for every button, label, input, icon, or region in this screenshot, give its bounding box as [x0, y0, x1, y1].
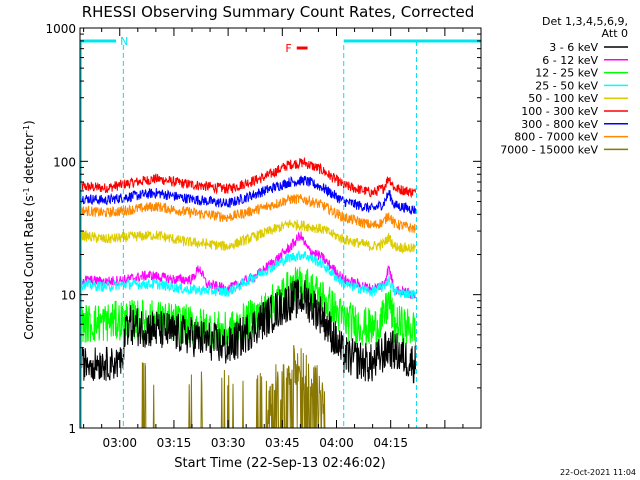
y-label-base: Corrected Count Rate (s: [22, 195, 36, 339]
series-line: [79, 193, 416, 234]
x-tick-label: 03:00: [102, 436, 137, 450]
legend-entry-label: 12 - 25 keV: [535, 67, 598, 80]
y-axis: 1 10 100 1000: [45, 22, 481, 436]
legend-header-line-2: Att 0: [602, 27, 628, 40]
y-tick-label: 1: [68, 422, 76, 436]
series-line: [79, 156, 416, 199]
y-tick-label: 100: [53, 155, 76, 169]
x-tick-label: 03:45: [265, 436, 300, 450]
y-tick-label: 10: [61, 289, 76, 303]
series-group: [79, 156, 416, 429]
plot-area: NF: [79, 27, 482, 429]
legend-entry-label: 50 - 100 keV: [528, 92, 598, 105]
y-tick-label: 1000: [45, 22, 76, 36]
legend-entry-label: 300 - 800 keV: [521, 118, 598, 131]
x-tick-label: 04:00: [319, 436, 354, 450]
x-tick-label: 03:30: [211, 436, 246, 450]
series-line: [79, 175, 416, 216]
y-axis-label: Corrected Count Rate (s-1 detector-1): [22, 120, 37, 339]
legend-entry-label: 7000 - 15000 keV: [500, 143, 598, 156]
y-label-sup-1: -1: [22, 187, 31, 195]
series-line: [79, 219, 416, 254]
legend-entry-label: 800 - 7000 keV: [514, 131, 598, 144]
legend-entry-label: 100 - 300 keV: [521, 105, 598, 118]
legend-header-line-1: Det 1,3,4,5,6,9,: [542, 15, 628, 28]
legend-entry-label: 3 - 6 keV: [549, 41, 598, 54]
flag-label-n: N: [120, 35, 128, 48]
legend-entry-label: 6 - 12 keV: [542, 54, 598, 67]
y-label-end: ): [22, 120, 36, 125]
series-line: [79, 250, 416, 300]
x-tick-label: 04:15: [373, 436, 408, 450]
legend-entry-label: 25 - 50 keV: [535, 79, 598, 92]
footer-timestamp: 22-Oct-2021 11:04: [560, 468, 636, 477]
x-axis: 03:00 03:15 03:30 03:45 04:00 04:15: [83, 28, 464, 450]
plot-frame: [79, 27, 482, 429]
x-tick-label: 03:15: [157, 436, 192, 450]
flag-label-f: F: [285, 42, 291, 55]
x-axis-label: Start Time (22-Sep-13 02:46:02): [174, 456, 385, 471]
series-line: [79, 279, 416, 384]
chart-title: RHESSI Observing Summary Count Rates, Co…: [82, 3, 475, 21]
y-label-sup-2: -1: [22, 125, 31, 133]
y-label-mid: detector: [22, 133, 36, 188]
